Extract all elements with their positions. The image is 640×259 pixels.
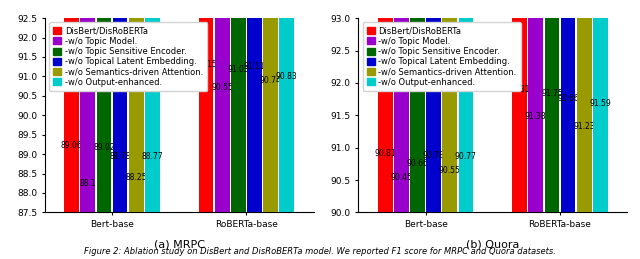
Legend: DisBert/DisRoBERTa, -w/o Topic Model., -w/o Topic Sensitive Encoder., -w/o Topic: DisBert/DisRoBERTa, -w/o Topic Model., -…: [49, 22, 207, 91]
Text: 91.59: 91.59: [589, 99, 611, 108]
Text: 88.78: 88.78: [109, 152, 131, 161]
Text: 88.25: 88.25: [125, 173, 147, 182]
Text: 91.81: 91.81: [509, 85, 531, 94]
Bar: [378, 0, 393, 212]
Text: (a) MRPC: (a) MRPC: [154, 240, 205, 250]
Text: 90.77: 90.77: [455, 152, 477, 161]
Bar: [97, 0, 111, 212]
Text: 90.55: 90.55: [439, 166, 461, 175]
Text: (b) Quora: (b) Quora: [466, 240, 520, 250]
Bar: [231, 0, 246, 212]
Bar: [279, 0, 294, 212]
Text: 91.03: 91.03: [227, 65, 249, 74]
Bar: [593, 0, 608, 212]
Bar: [198, 0, 214, 212]
Text: 90.45: 90.45: [390, 173, 412, 182]
Text: 91.75: 91.75: [541, 89, 563, 98]
Bar: [577, 0, 591, 212]
Bar: [247, 0, 262, 212]
Bar: [129, 0, 143, 212]
Text: 91.66: 91.66: [557, 94, 579, 103]
Text: 90.83: 90.83: [276, 73, 298, 82]
Text: 90.81: 90.81: [374, 149, 396, 159]
Text: 88.77: 88.77: [141, 153, 163, 162]
Text: 91.23: 91.23: [573, 122, 595, 131]
Text: 90.55: 90.55: [211, 83, 233, 92]
Bar: [263, 0, 278, 212]
Text: 90.74: 90.74: [260, 76, 282, 85]
Bar: [426, 0, 441, 212]
Bar: [529, 0, 543, 212]
Bar: [81, 0, 95, 212]
Text: 89.06: 89.06: [61, 141, 83, 150]
Bar: [410, 0, 425, 212]
Bar: [458, 0, 474, 212]
Text: 91.38: 91.38: [525, 112, 547, 121]
Text: 91.15: 91.15: [195, 60, 217, 69]
Bar: [215, 0, 230, 212]
Legend: DisBert/DisRoBERTa, -w/o Topic Model., -w/o Topic Sensitive Encoder., -w/o Topic: DisBert/DisRoBERTa, -w/o Topic Model., -…: [363, 22, 521, 91]
Bar: [113, 0, 127, 212]
Text: 90.66: 90.66: [406, 159, 428, 168]
Bar: [545, 0, 559, 212]
Bar: [561, 0, 575, 212]
Text: Figure 2: Ablation study on DisBert and DisRoBERTa model. We reported F1 score f: Figure 2: Ablation study on DisBert and …: [84, 247, 556, 256]
Text: 90.78: 90.78: [423, 151, 445, 160]
Text: 88.1: 88.1: [79, 178, 96, 188]
Bar: [442, 0, 457, 212]
Bar: [64, 0, 79, 212]
Bar: [145, 0, 160, 212]
Text: 91.11: 91.11: [244, 62, 265, 70]
Text: 89.02: 89.02: [93, 143, 115, 152]
Bar: [512, 0, 527, 212]
Bar: [394, 0, 409, 212]
